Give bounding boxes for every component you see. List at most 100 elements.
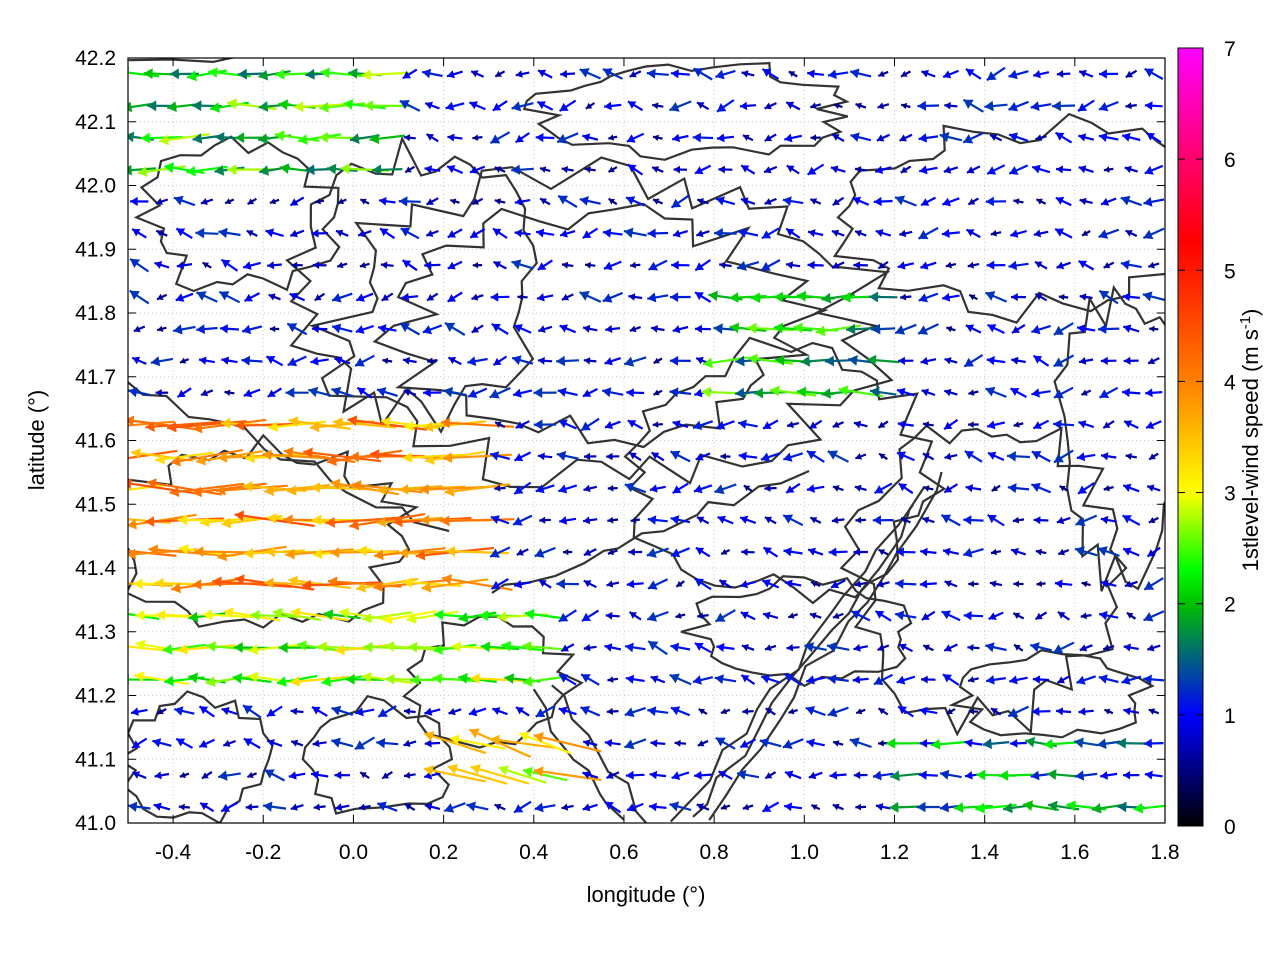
wind-vector	[358, 803, 371, 811]
wind-vector	[134, 671, 190, 685]
wind-vector	[692, 67, 713, 81]
wind-vector	[990, 548, 1002, 556]
wind-vector	[561, 261, 574, 269]
y-tick-label: 42.0	[75, 175, 116, 198]
wind-vector	[175, 737, 194, 749]
wind-vector	[1103, 261, 1115, 269]
wind-vector	[874, 165, 892, 174]
wind-vector	[714, 228, 737, 239]
wind-vector	[968, 580, 979, 588]
wind-vector	[537, 69, 553, 79]
wind-vector	[808, 419, 823, 430]
wind-vector	[469, 227, 486, 239]
wind-vector	[1097, 324, 1120, 334]
wind-vector	[943, 418, 959, 431]
wind-vector	[939, 769, 962, 780]
wind-vector	[152, 738, 172, 748]
wind-vector	[1056, 516, 1071, 525]
wind-vector	[607, 485, 618, 492]
wind-vector	[1034, 260, 1048, 270]
wind-vector	[173, 324, 196, 335]
wind-vector	[1078, 707, 1094, 716]
wind-vector	[782, 452, 804, 462]
wind-vector	[432, 673, 478, 684]
wind-vector	[625, 770, 645, 780]
wind-vector	[1013, 421, 1024, 428]
wind-vector	[917, 100, 940, 111]
wind-vector	[175, 292, 194, 302]
wind-vector	[986, 420, 1005, 430]
wind-vector	[1097, 546, 1120, 557]
wind-vector	[1145, 420, 1162, 429]
wind-vector	[1076, 675, 1097, 685]
wind-vector	[919, 706, 938, 716]
wind-vector	[494, 803, 506, 811]
wind-vector	[741, 644, 755, 652]
wind-vector	[807, 547, 824, 556]
wind-vector	[646, 610, 669, 622]
wind-vector	[784, 133, 803, 143]
wind-vector	[1145, 132, 1162, 144]
wind-vector	[339, 607, 391, 622]
wind-vector	[853, 420, 868, 429]
wind-vector	[1030, 770, 1052, 781]
wind-vector	[783, 673, 803, 686]
wind-vector	[853, 548, 868, 556]
wind-vector	[985, 642, 1007, 653]
wind-vector	[536, 100, 554, 111]
wind-vector	[696, 101, 710, 111]
wind-vector	[718, 165, 733, 174]
colorbar	[1177, 47, 1204, 827]
wind-vector	[490, 292, 510, 302]
wind-vector	[878, 452, 888, 461]
wind-vector	[489, 131, 511, 145]
wind-vector	[561, 803, 574, 811]
wind-vector	[716, 99, 735, 113]
wind-vector	[1029, 642, 1053, 653]
colorbar-label: 1stlevel-wind speed (m s-1)	[1237, 309, 1263, 572]
wind-vector	[962, 98, 984, 113]
wind-vector	[832, 421, 844, 429]
wind-vector	[287, 355, 307, 367]
wind-vector	[1032, 70, 1050, 79]
contour-line	[133, 135, 341, 293]
wind-vector	[1074, 546, 1098, 557]
wind-vector	[582, 739, 598, 747]
wind-vector	[129, 257, 150, 273]
wind-vector	[738, 451, 758, 461]
wind-vector	[824, 355, 852, 367]
wind-vector	[783, 547, 803, 557]
wind-vector	[1147, 261, 1160, 269]
wind-vector	[1143, 197, 1165, 207]
wind-vector	[785, 482, 801, 494]
wind-vector	[1035, 548, 1047, 556]
wind-vector	[873, 482, 893, 495]
wind-vector	[1100, 515, 1117, 525]
wind-vector	[764, 133, 777, 142]
wind-vector	[1123, 356, 1139, 365]
wind-vector	[1057, 548, 1070, 556]
wind-vector	[628, 293, 643, 301]
wind-vector	[720, 803, 731, 810]
x-tick-label: 1.2	[880, 841, 909, 864]
wind-vector	[761, 227, 780, 240]
wind-vector	[246, 229, 258, 237]
wind-vector	[672, 325, 689, 334]
wind-vector	[154, 771, 170, 780]
contour-line	[128, 433, 420, 629]
wind-vector	[469, 165, 486, 174]
wind-vector	[470, 70, 485, 78]
wind-vector	[362, 611, 413, 624]
wind-vector	[195, 227, 219, 239]
wind-vector	[886, 738, 926, 749]
wind-vector	[202, 261, 212, 269]
wind-vector	[128, 801, 151, 812]
wind-vector	[1075, 514, 1098, 527]
wind-vector	[582, 133, 599, 142]
contour-line	[623, 336, 947, 605]
wind-vector	[990, 707, 1002, 716]
wind-vector	[401, 259, 418, 272]
wind-vector	[716, 133, 735, 143]
wind-vector	[671, 133, 689, 143]
wind-vector	[331, 323, 353, 334]
